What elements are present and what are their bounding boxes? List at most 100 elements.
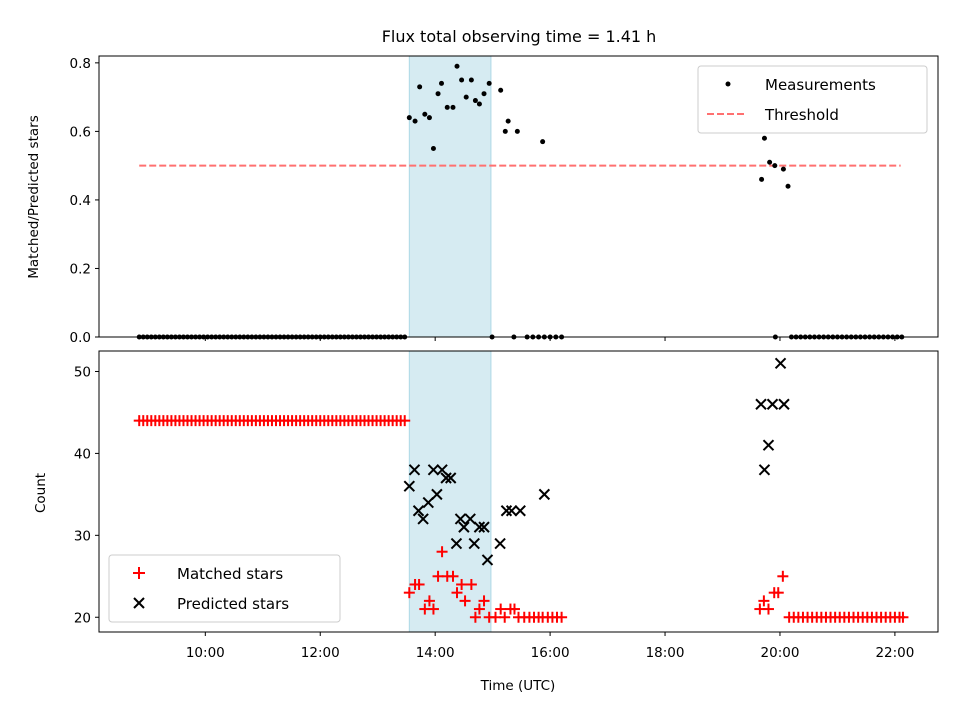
matched-star-point: [427, 603, 439, 615]
matched-star-point: [469, 611, 481, 623]
matched-star-point: [499, 611, 511, 623]
y-tick-label: 30: [74, 528, 91, 544]
measurement-point: [476, 101, 482, 107]
bottom-axes-frame: [98, 350, 939, 633]
measurement-point: [761, 135, 767, 141]
predicted-star-point: [412, 505, 425, 517]
bottom-legend-box: [108, 554, 341, 623]
matched-star-point: [478, 595, 490, 607]
predicted-star-point: [514, 505, 526, 517]
matched-star-point: [465, 578, 477, 590]
bottom-x-axis: 10:00 12:00 14:00 16:00 18:00 20:00 22:00: [186, 632, 914, 661]
matched-star-point: [495, 603, 507, 615]
measurement-point: [463, 94, 469, 100]
x-tick-label: 14:00: [416, 645, 455, 661]
matched-star-point: [423, 595, 435, 607]
marker-stroke: [440, 472, 452, 484]
marker-stroke: [403, 480, 416, 492]
matched-star-point: [456, 578, 468, 590]
legend-threshold-label: Threshold: [764, 106, 839, 124]
predicted-star-point: [758, 464, 771, 476]
legend-predicted-marker: [133, 597, 145, 609]
marker-stroke: [417, 513, 429, 525]
measurement-point: [406, 115, 412, 121]
x-tick-label: 18:00: [646, 645, 685, 661]
predicted-star-point: [473, 521, 486, 533]
top-highlight-span: [408, 55, 492, 338]
matched-star-point: [508, 603, 520, 615]
marker-stroke: [412, 505, 425, 517]
marker-stroke: [778, 398, 790, 410]
marker-stroke: [514, 505, 526, 517]
predicted-star-point: [494, 537, 506, 550]
marker-stroke: [450, 537, 463, 550]
marker-stroke: [427, 464, 440, 476]
measurement-point: [459, 77, 465, 83]
highlight-span: [408, 350, 492, 633]
marker-stroke: [458, 521, 470, 533]
x-tick-label: 16:00: [531, 645, 570, 661]
predicted-star-point: [478, 521, 490, 533]
legend-matched-marker: [133, 567, 145, 579]
marker-stroke: [464, 513, 476, 525]
measurement-point: [505, 118, 511, 124]
predicted-star-point: [464, 513, 476, 525]
x-tick-label: 20:00: [761, 645, 800, 661]
top-y-axis: 0.0 0.2 0.4 0.6 0.8: [70, 56, 99, 346]
top-panel: 0.00.20.40.60.8 Matched/Predicted stars …: [26, 55, 939, 346]
legend-measurements-label: Measurements: [765, 76, 876, 94]
measurement-point: [426, 115, 432, 121]
y-tick-label: 40: [74, 446, 91, 462]
measurement-point: [498, 87, 504, 93]
marker-stroke: [481, 554, 494, 566]
measurement-point: [767, 159, 773, 165]
top-legend: Measurements Threshold: [697, 65, 928, 134]
predicted-star-point: [458, 521, 470, 533]
matched-star-point: [432, 570, 444, 582]
matched-star-point: [473, 603, 485, 615]
predicted-star-point: [440, 472, 452, 484]
x-tick-label: 22:00: [875, 645, 914, 661]
predicted-star-point: [505, 505, 518, 517]
bottom-y-axis-label: Count: [33, 473, 49, 513]
predicted-star-point: [408, 464, 421, 476]
x-axis-label: Time (UTC): [480, 678, 556, 694]
matched-star-point: [447, 570, 459, 582]
measurement-point: [444, 104, 450, 110]
y-tick-label: 0.2: [70, 261, 91, 277]
predicted-star-point: [500, 505, 513, 517]
x-tick-label: 10:00: [186, 645, 225, 661]
marker-stroke: [444, 472, 457, 484]
legend-matched-label: Matched stars: [177, 565, 283, 583]
predicted-star-point: [766, 398, 779, 410]
matched-star-point: [777, 570, 789, 582]
measurement-point: [438, 80, 444, 86]
top-x-ticks: [204, 337, 896, 341]
measurement-point: [502, 128, 508, 134]
marker-stroke: [473, 521, 486, 533]
predicted-star-point: [436, 464, 448, 476]
marker-stroke: [505, 505, 518, 517]
marker-stroke: [500, 505, 513, 517]
measurement-point: [486, 80, 492, 86]
legend-predicted-label: Predicted stars: [177, 595, 289, 613]
marker-stroke: [766, 398, 779, 410]
matched-star-point: [897, 611, 909, 623]
matched-star-point: [762, 603, 774, 615]
predicted-star-point: [755, 398, 767, 410]
measurement-point: [481, 91, 487, 97]
measurement-point: [472, 98, 478, 104]
measurement-point: [772, 163, 778, 169]
top-y-axis-label: Matched/Predicted stars: [26, 115, 42, 278]
y-tick-label: 0.6: [70, 124, 91, 140]
matched-star-point: [399, 415, 411, 427]
chart-title: Flux total observing time = 1.41 h: [382, 27, 657, 46]
predicted-star-point: [444, 472, 457, 484]
y-tick-label: 0.8: [70, 56, 91, 72]
marker-stroke: [762, 439, 775, 451]
predicted-star-point: [762, 439, 775, 451]
bottom-highlight-span: [408, 350, 492, 633]
matched-star-point: [459, 595, 471, 607]
measurement-point: [759, 176, 765, 182]
